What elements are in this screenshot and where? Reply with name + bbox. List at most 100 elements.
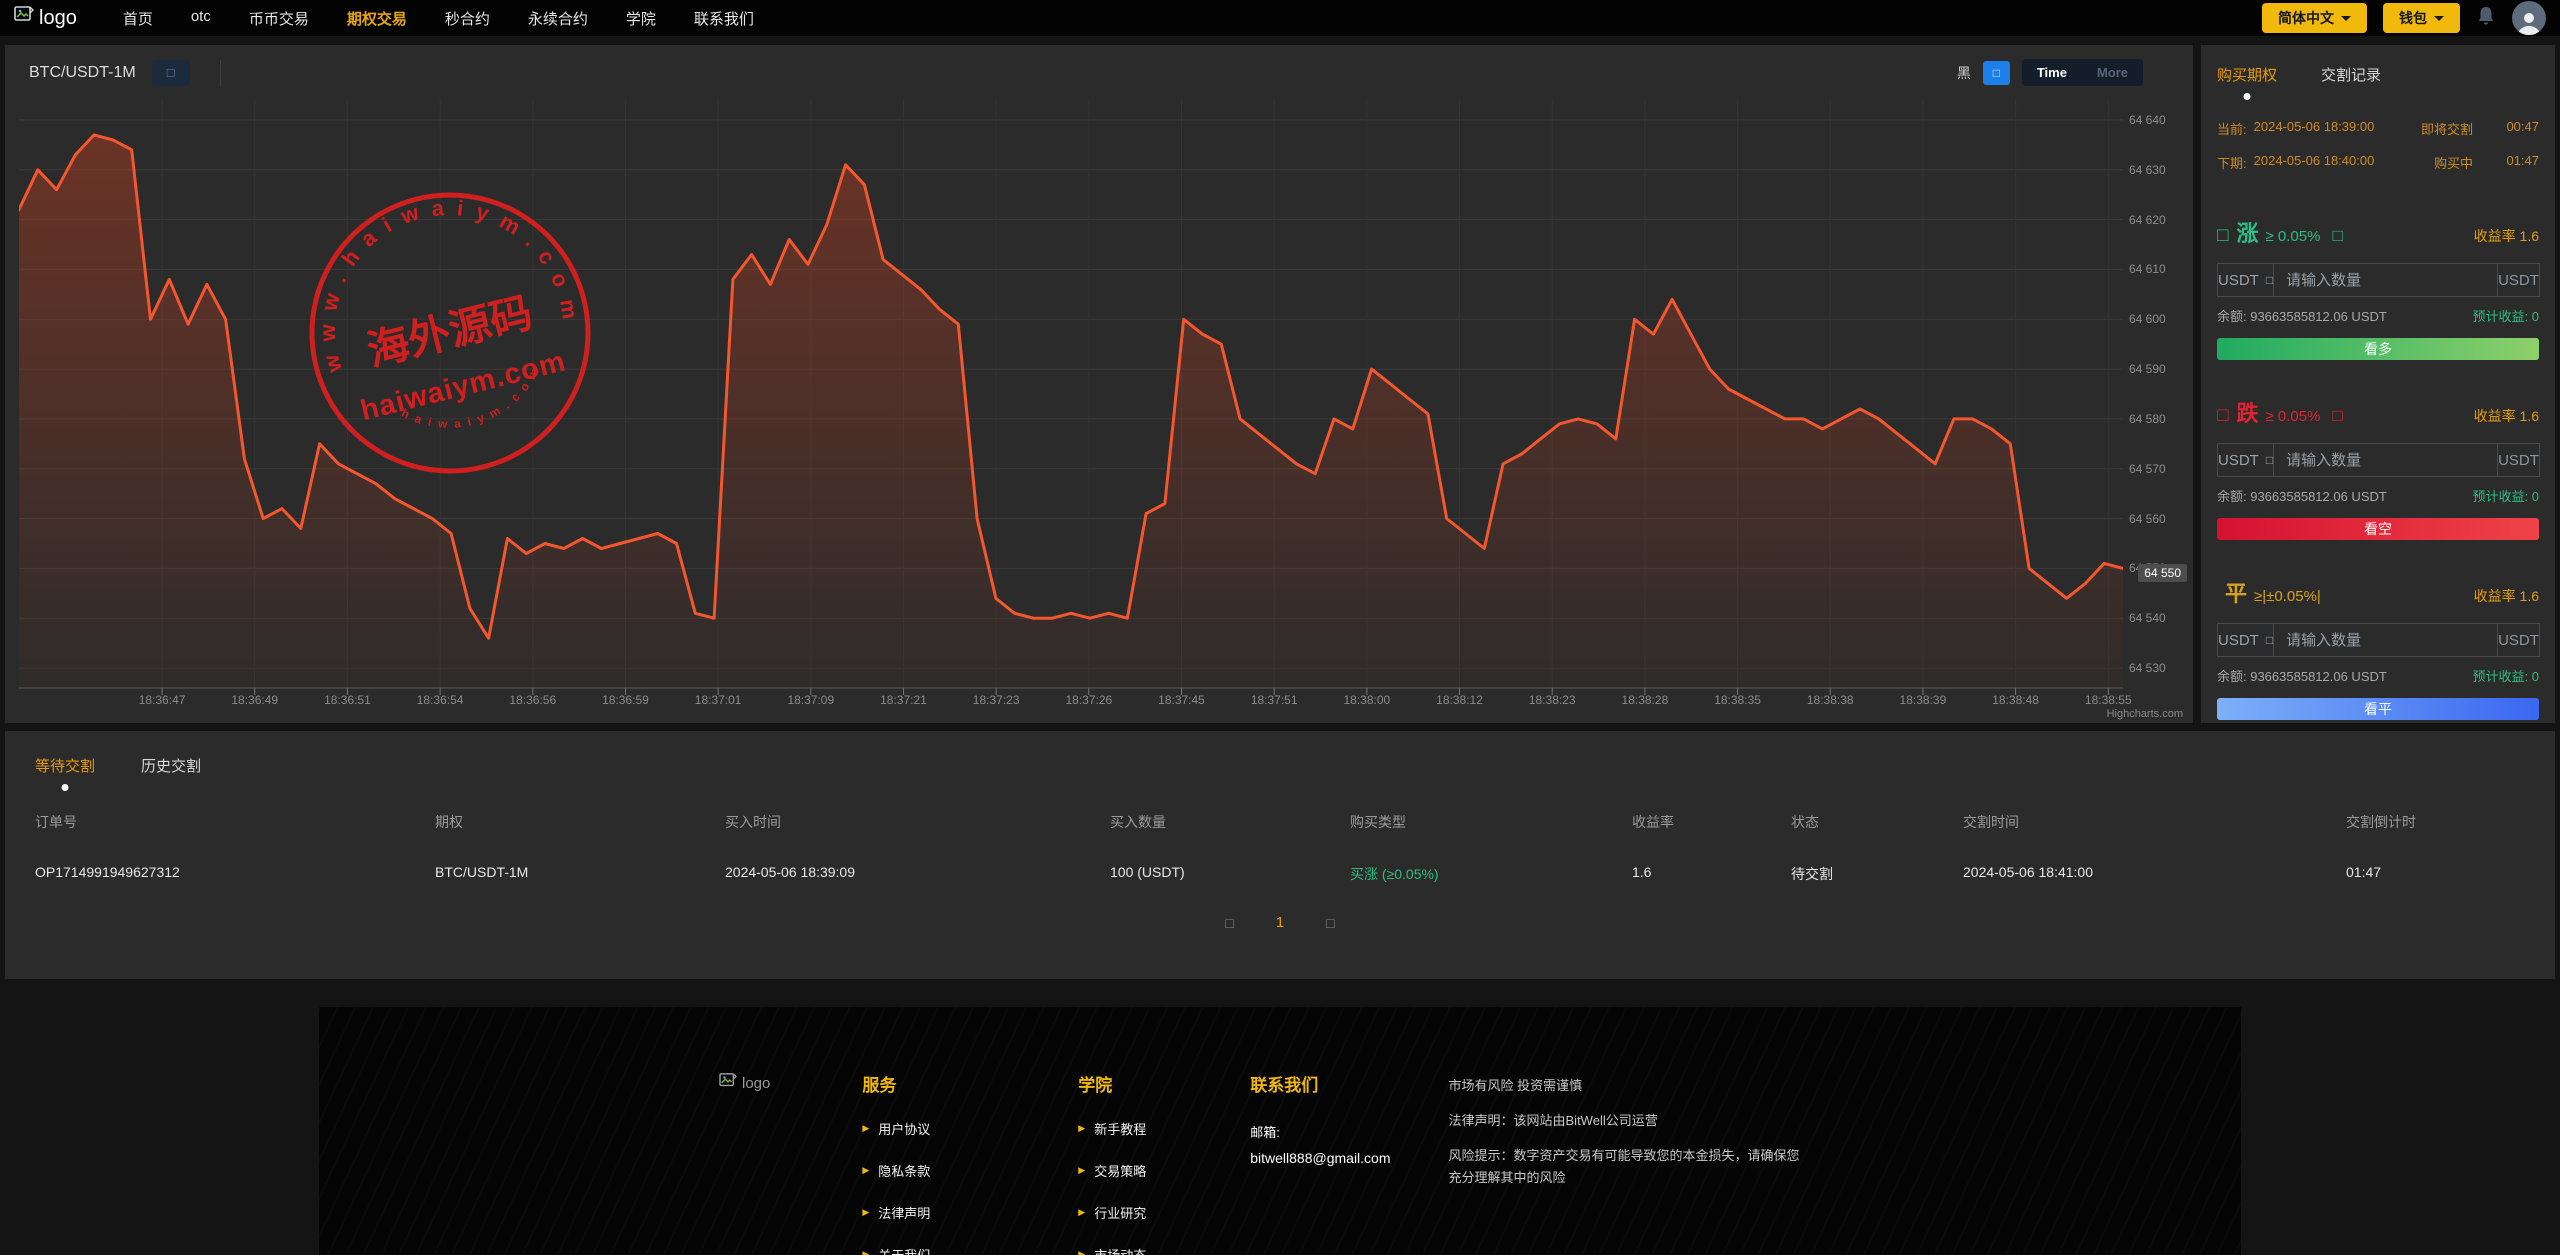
footer-link[interactable]: ▶关于我们 <box>862 1245 930 1255</box>
pagination: □ 1 □ <box>35 914 2525 931</box>
prev-page-icon[interactable]: □ <box>1225 914 1234 931</box>
y-tick-label: 64 600 <box>2129 312 2166 327</box>
balance-value: 余额: 93663585812.06 USDT <box>2217 669 2387 684</box>
broken-image-icon <box>719 1073 737 1093</box>
next-page-icon[interactable]: □ <box>1326 914 1335 931</box>
page-number[interactable]: 1 <box>1275 914 1285 931</box>
x-tick-label: 18:38:48 <box>1992 693 2039 707</box>
down-order-button[interactable]: 看空 <box>2217 518 2539 540</box>
disclaimer-risk: 市场有风险 投资需谨慎 <box>1448 1078 1583 1093</box>
nav-item-0[interactable]: 首页 <box>122 10 153 28</box>
arrow-right-icon: ▶ <box>1078 1123 1086 1133</box>
footer-link[interactable]: ▶ 隐私条款 <box>862 1164 931 1179</box>
arrow-right-icon: ▶ <box>1078 1207 1086 1217</box>
range-tab-time[interactable]: Time <box>2036 65 2067 80</box>
section-title: 平 <box>2225 581 2248 606</box>
period-row-1: 下期: 2024-05-06 18:40:00 购买中 01:47 <box>2217 153 2539 172</box>
balance-row: 余额: 93663585812.06 USDT 预计收益: 0 <box>2217 486 2539 505</box>
expected-profit: 预计收益: 0 <box>2472 669 2539 684</box>
logo-text: logo <box>39 6 77 29</box>
unit-select[interactable]: USDT □ <box>2217 263 2275 297</box>
price-chart[interactable] <box>17 100 2125 696</box>
x-tick-label: 18:37:23 <box>972 693 1020 707</box>
tab-buy-option[interactable]: 购买期权 <box>2217 64 2277 85</box>
footer-link[interactable]: ▶ 行业研究 <box>1078 1206 1147 1221</box>
logo[interactable]: logo <box>14 6 77 30</box>
rate-label: 收益率 1.6 <box>2473 588 2539 604</box>
table-cell: 01:47 <box>2346 864 2382 880</box>
x-tick-label: 18:36:47 <box>138 693 186 707</box>
caret-icon: □ <box>2265 453 2274 467</box>
y-tick-label: 64 620 <box>2129 212 2166 227</box>
period-countdown: 00:47 <box>2506 119 2539 134</box>
avatar[interactable] <box>2512 1 2546 35</box>
tab-pending-delivery[interactable]: 等待交割 <box>35 755 95 776</box>
unit-select[interactable]: USDT □ <box>2217 443 2275 477</box>
amount-input-down[interactable] <box>2274 443 2499 477</box>
footer-link[interactable]: ▶ 用户协议 <box>862 1122 931 1137</box>
trade-section-flat: 平 ≥|±0.05%| 收益率 1.6 USDT □ USDT 余额: 936635858… <box>2217 576 2540 720</box>
current-price-tag: 64 550 <box>2138 564 2187 583</box>
balance-value: 余额: 93663585812.06 USDT <box>2217 489 2387 504</box>
footer-link[interactable]: ▶ 法律声明 <box>862 1206 931 1221</box>
period-time: 2024-05-06 18:40:00 <box>2253 153 2375 168</box>
theme-label: 黑 <box>1956 64 1971 81</box>
x-tick-label: 18:38:38 <box>1806 693 1854 707</box>
table-header-cell: 期权 <box>435 814 463 830</box>
orders-section: 等待交割 历史交割 订单号 期权 买入时间 买入数量 购买类型 收益率 状态 交割时间 交割倒计… <box>5 731 2555 979</box>
footer-link[interactable]: ▶ 交易策略 <box>1078 1164 1147 1179</box>
theme-toggle-button[interactable]: □ <box>1982 60 2010 85</box>
range-tab-more[interactable]: More <box>2096 65 2128 80</box>
wallet-button-label: 钱包 <box>2399 10 2427 26</box>
section-header: 平 ≥|±0.05%| 收益率 1.6 <box>2217 576 2539 608</box>
up-arrow-icon: □ <box>2217 225 2229 246</box>
table-header-cell: 购买类型 <box>1350 814 1406 830</box>
bell-icon[interactable] <box>2476 5 2496 32</box>
tab-delivery-records[interactable]: 交割记录 <box>2321 67 2382 84</box>
flat-order-button[interactable]: 看平 <box>2217 698 2539 720</box>
x-tick-label: 18:36:59 <box>602 693 649 707</box>
unit-select[interactable]: USDT □ <box>2217 623 2275 657</box>
rate-label: 收益率 1.6 <box>2473 228 2539 244</box>
table-header-cell: 状态 <box>1791 814 1819 830</box>
table-header-cell: 买入时间 <box>725 814 781 830</box>
chevron-down-icon <box>2341 15 2351 21</box>
up-order-button[interactable]: 看多 <box>2217 338 2539 360</box>
table-header-cell: 订单号 <box>35 814 77 830</box>
y-tick-label: 64 530 <box>2129 661 2166 676</box>
nav-item-7[interactable]: 联系我们 <box>693 10 754 28</box>
broken-image-icon <box>14 6 34 30</box>
email-value[interactable]: bitwell888@gmail.com <box>1250 1150 1391 1166</box>
divider <box>219 59 221 86</box>
x-axis: 18:36:47 18:36:49 18:36:51 18:36:54 18:36:56… <box>19 693 2132 711</box>
y-tick-label: 64 560 <box>2129 511 2166 526</box>
footer-link[interactable]: ▶市场动态 <box>1078 1245 1146 1255</box>
x-tick-label: 18:37:26 <box>1065 693 1113 707</box>
table-cell: BTC/USDT-1M <box>435 864 529 880</box>
amount-input-group: USDT □ USDT <box>2217 443 2540 477</box>
nav-item-3[interactable]: 期权交易 <box>346 10 407 28</box>
x-tick-label: 18:38:35 <box>1714 693 1761 707</box>
nav-item-5[interactable]: 永续合约 <box>527 10 588 28</box>
amount-input-flat[interactable] <box>2274 623 2499 657</box>
highcharts-credit[interactable]: Highcharts.com <box>2106 708 2183 720</box>
trade-section-up: □ 涨 ≥ 0.05% □ 收益率 1.6 USDT □ USDT 余额: 936635858… <box>2217 216 2540 360</box>
footer-heading: 学院 <box>1078 1076 1113 1095</box>
amount-input-up[interactable] <box>2274 263 2499 297</box>
nav-item-4[interactable]: 秒合约 <box>444 10 490 28</box>
section-condition: ≥ 0.05% <box>2265 228 2321 245</box>
language-button[interactable]: 简体中文 <box>2262 3 2367 33</box>
expected-profit: 预计收益: 0 <box>2472 489 2539 504</box>
symbol-settings-button[interactable]: □ <box>151 59 190 86</box>
nav-item-2[interactable]: 币币交易 <box>248 10 309 28</box>
expected-profit: 预计收益: 0 <box>2472 309 2539 324</box>
top-navbar: logo 首页 otc 币币交易 期权交易 秒合约 永续合约 学院 联系我们 简体中文 钱包 <box>0 0 2560 36</box>
y-tick-label: 64 640 <box>2129 112 2166 127</box>
balance-row: 余额: 93663585812.06 USDT 预计收益: 0 <box>2217 666 2539 685</box>
footer-link[interactable]: ▶ 新手教程 <box>1078 1122 1147 1137</box>
wallet-button[interactable]: 钱包 <box>2383 3 2460 33</box>
x-tick-label: 18:38:23 <box>1528 693 1576 707</box>
tab-history-delivery[interactable]: 历史交割 <box>141 758 202 775</box>
nav-item-1[interactable]: otc <box>190 7 211 25</box>
nav-item-6[interactable]: 学院 <box>625 10 656 28</box>
